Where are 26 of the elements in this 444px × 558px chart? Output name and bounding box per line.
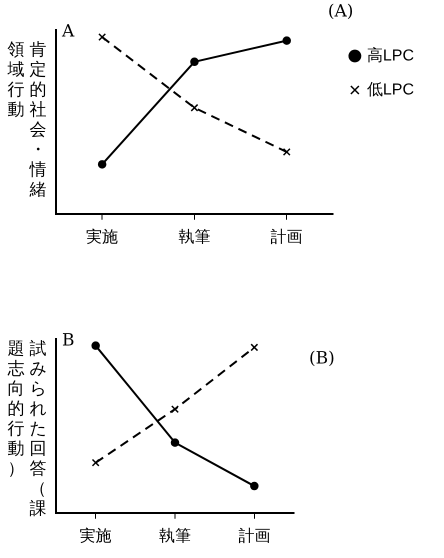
point [171,405,179,414]
annotation: B [62,330,74,350]
point [98,33,106,41]
point [91,341,100,350]
x-tick-label: 実施 [80,526,112,545]
point [190,58,199,66]
point [282,148,291,156]
text: (A) [328,1,354,22]
text: 試みられた回答（課題志向的行動） [8,339,46,519]
text: (B) [309,348,335,368]
point [170,438,180,447]
x-tick-label: 計画 [270,228,303,246]
text: 肯定的社会・情緒領域行動 [8,40,46,200]
point [190,104,198,112]
point [98,160,106,169]
point [92,458,100,467]
point [250,343,258,352]
legend-label: 低LPC [366,81,414,98]
point [250,482,259,490]
x-tick-label: 執筆 [178,228,210,246]
x-tick-label: 実施 [86,228,118,246]
x-tick-label: 執筆 [159,526,191,545]
x-tick-label: 計画 [238,526,270,545]
annotation: A [61,21,75,42]
legend-label: 高LPC [366,46,414,64]
point [282,36,291,45]
